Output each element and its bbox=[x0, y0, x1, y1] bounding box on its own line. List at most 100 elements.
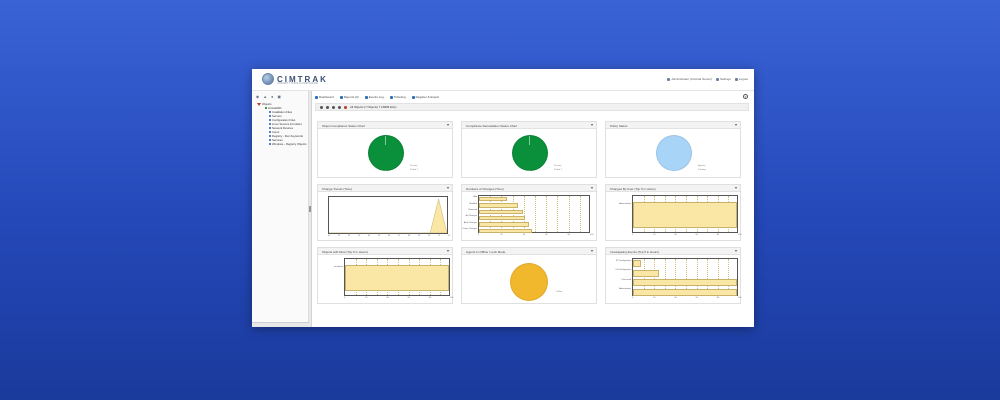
chevron-down-icon[interactable] bbox=[735, 124, 737, 126]
x-tick-label: 04 bbox=[368, 235, 371, 237]
save-icon[interactable] bbox=[332, 105, 335, 109]
print-icon[interactable] bbox=[338, 105, 341, 109]
tab-export[interactable]: Register & Export bbox=[411, 95, 439, 99]
chevron-down-icon[interactable] bbox=[591, 250, 593, 252]
folder-icon bbox=[269, 139, 271, 141]
chevron-down-icon[interactable] bbox=[447, 250, 449, 252]
tool-settings-icon[interactable]: ◼ bbox=[277, 94, 281, 99]
chevron-down-icon[interactable] bbox=[735, 187, 737, 189]
filter-bar: All Objects (7 Objects) 7 CMDB Entry bbox=[315, 103, 749, 111]
tree-item[interactable]: Registry - Run Keywords bbox=[257, 134, 308, 138]
tab-label: Reports (0) bbox=[343, 95, 359, 99]
cimtrak-logo[interactable]: CIMTRAK bbox=[262, 73, 328, 85]
tree-item-label: Users bbox=[272, 130, 280, 134]
x-tick-label: 07 bbox=[398, 235, 401, 237]
area-chart-plot bbox=[328, 196, 448, 234]
user-icon bbox=[667, 77, 671, 81]
grid-line bbox=[579, 196, 581, 232]
x-tick-label: 06 bbox=[388, 235, 391, 237]
x-tick-label: 10 bbox=[428, 235, 431, 237]
chevron-down-icon[interactable] bbox=[735, 250, 737, 252]
tab-events[interactable]: Events Log bbox=[364, 95, 384, 99]
tree-item[interactable]: Windows - Registry Objects bbox=[257, 142, 308, 146]
server-icon bbox=[265, 107, 267, 109]
x-tick-label: 80 bbox=[567, 234, 570, 236]
sidebar: ◆ ▲ ● ◼ Objects cimtrak001 Installation … bbox=[252, 91, 309, 327]
x-tick-label: 0 bbox=[344, 297, 346, 299]
x-tick-label: 11 bbox=[438, 235, 441, 237]
tree-item-label: Windows - Registry Objects bbox=[272, 142, 307, 146]
logout-link[interactable]: Logout bbox=[734, 77, 748, 81]
tab-ticketing[interactable]: Ticketing bbox=[389, 95, 406, 99]
panel-title: Change Trends (Time) bbox=[318, 185, 452, 192]
bar bbox=[479, 196, 507, 202]
category-label: Attrib Changes bbox=[463, 221, 477, 224]
tab-dashboard[interactable]: Dashboard bbox=[315, 95, 334, 99]
chevron-down-icon[interactable] bbox=[447, 124, 449, 126]
bar bbox=[633, 279, 737, 287]
category-label: Removed bbox=[468, 208, 477, 211]
pie-chart bbox=[656, 135, 692, 171]
x-tick-label: 60 bbox=[695, 234, 698, 236]
folder-icon bbox=[269, 135, 271, 137]
category-label: Modified bbox=[469, 202, 477, 205]
user-link[interactable]: Administrator (Cimtrak Server) bbox=[667, 77, 712, 81]
tree-item[interactable]: Servers bbox=[257, 114, 308, 118]
x-tick-label: 100 bbox=[738, 297, 742, 299]
tab-label: Dashboard bbox=[319, 95, 334, 99]
panel-remediation: Compliance Remediation Status Chart Pass… bbox=[461, 121, 597, 178]
chart-body: Passed Failed 1 bbox=[462, 129, 596, 177]
tree-item[interactable]: Services bbox=[257, 138, 308, 142]
panel-title: Numbers of Changes (Time) bbox=[462, 185, 596, 192]
panel-title-text: Numbers of Changes (Time) bbox=[466, 187, 504, 191]
panel-changes-by-user: Changes By User (Top 5 in Hours) Adminis… bbox=[605, 184, 741, 241]
x-tick-label: 100 bbox=[450, 297, 454, 299]
object-tree: Objects cimtrak001 Installation Files Se… bbox=[252, 102, 308, 146]
grid-line bbox=[535, 196, 536, 232]
tool-up-icon[interactable]: ▲ bbox=[263, 94, 268, 99]
top-links: Administrator (Cimtrak Server) Settings … bbox=[667, 77, 748, 81]
refresh-icon[interactable] bbox=[326, 105, 329, 109]
tree-item-label: Configuration Files bbox=[272, 118, 296, 122]
panel-title-text: Investigating Events (Top 5 in Hours) bbox=[610, 250, 660, 254]
x-tick-label: 05 bbox=[378, 235, 381, 237]
filter-icon[interactable] bbox=[320, 105, 323, 109]
x-tick-label: 0 bbox=[478, 234, 480, 236]
chevron-down-icon[interactable] bbox=[591, 187, 593, 189]
logout-link-label: Logout bbox=[738, 77, 748, 81]
export-icon bbox=[411, 95, 415, 99]
panel-splitter[interactable] bbox=[309, 91, 312, 327]
folder-icon bbox=[269, 123, 271, 125]
folder-icon bbox=[269, 111, 271, 113]
panel-title: Policy Status bbox=[606, 122, 740, 129]
category-label: Acl Changes bbox=[465, 215, 477, 218]
tab-reports[interactable]: Reports (0) bbox=[339, 95, 359, 99]
help-icon[interactable]: ? bbox=[743, 94, 748, 99]
chevron-down-icon[interactable] bbox=[447, 187, 449, 189]
grid-line bbox=[643, 259, 645, 295]
chevron-down-icon[interactable] bbox=[591, 124, 593, 126]
tree-root[interactable]: Objects bbox=[257, 102, 308, 106]
legend-passed: Passed bbox=[410, 165, 418, 167]
panel-title: Objects with Most (Top 5 in Hours) bbox=[318, 248, 452, 255]
x-tick-label: 20 bbox=[365, 297, 368, 299]
x-tick-label: 80 bbox=[716, 297, 720, 299]
tree-item[interactable]: Users bbox=[257, 130, 308, 134]
tree-item[interactable]: Configuration Files bbox=[257, 118, 308, 122]
bar bbox=[633, 260, 642, 268]
tree-item[interactable]: Network Devices bbox=[257, 126, 308, 130]
tree-item[interactable]: Linux Servers & Folders bbox=[257, 122, 308, 126]
tree-item-label: Linux Servers & Folders bbox=[272, 122, 302, 126]
tool-refresh-icon[interactable]: ● bbox=[271, 94, 274, 99]
clear-filter-icon[interactable] bbox=[344, 105, 347, 109]
tree-item[interactable]: Installation Files bbox=[257, 110, 308, 114]
panel-title-text: Objects with Most (Top 5 in Hours) bbox=[322, 250, 368, 254]
folder-icon bbox=[269, 131, 271, 133]
tree-server[interactable]: cimtrak001 bbox=[257, 106, 308, 110]
panel-title-text: Agents In Offline / Lock Mode bbox=[466, 250, 506, 254]
category-label: Owner Changes bbox=[462, 227, 477, 230]
tool-add-icon[interactable]: ◆ bbox=[256, 94, 260, 99]
x-tick-label: 40 bbox=[674, 297, 677, 299]
legend-failed: Failed 1 bbox=[410, 169, 418, 171]
settings-link[interactable]: Settings bbox=[715, 77, 731, 81]
